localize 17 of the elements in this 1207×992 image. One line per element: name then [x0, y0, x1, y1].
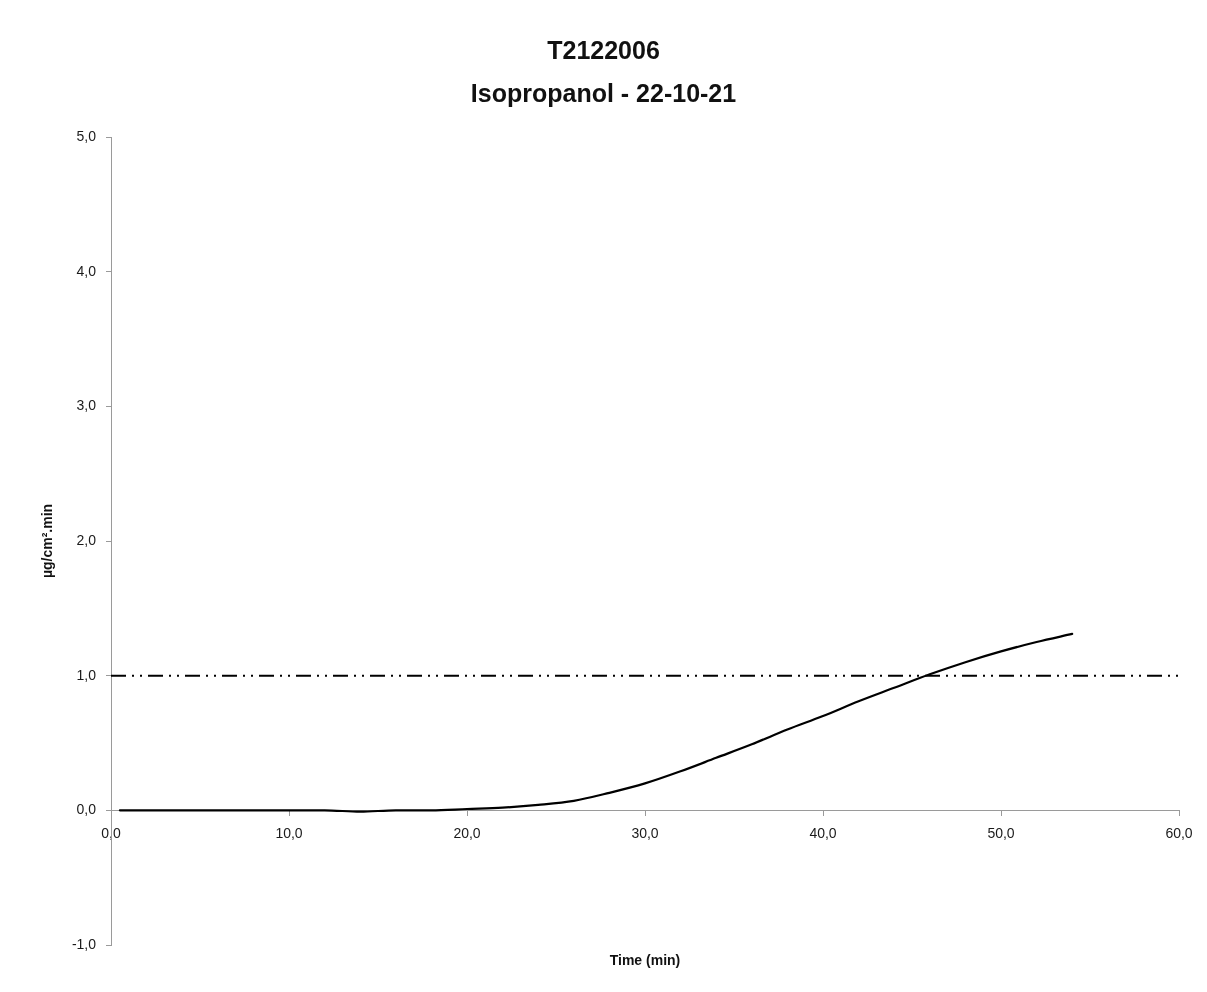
- x-tick-label: 10,0: [275, 824, 303, 841]
- y-axis-title: µg/cm².min: [38, 503, 55, 579]
- y-tick-label: 3,0: [76, 397, 97, 414]
- x-tick-label: 40,0: [809, 824, 837, 841]
- x-axis-title: Time (min): [609, 951, 681, 968]
- y-tick-label: 5,0: [76, 127, 97, 144]
- y-tick-label: 2,0: [76, 531, 97, 548]
- y-tick-label: 4,0: [76, 262, 97, 279]
- y-tick-label: 1,0: [76, 666, 97, 683]
- x-tick-label: 60,0: [1165, 824, 1193, 841]
- y-tick-label: -1,0: [71, 935, 97, 952]
- x-tick-label: 50,0: [987, 824, 1015, 841]
- x-tick-label: 30,0: [631, 824, 659, 841]
- x-tick-label: 0,0: [101, 824, 121, 841]
- x-tick-label: 20,0: [453, 824, 481, 841]
- y-tick-label: 0,0: [76, 801, 97, 818]
- chart-title: T2122006 Isopropanol - 22-10-21: [470, 35, 737, 107]
